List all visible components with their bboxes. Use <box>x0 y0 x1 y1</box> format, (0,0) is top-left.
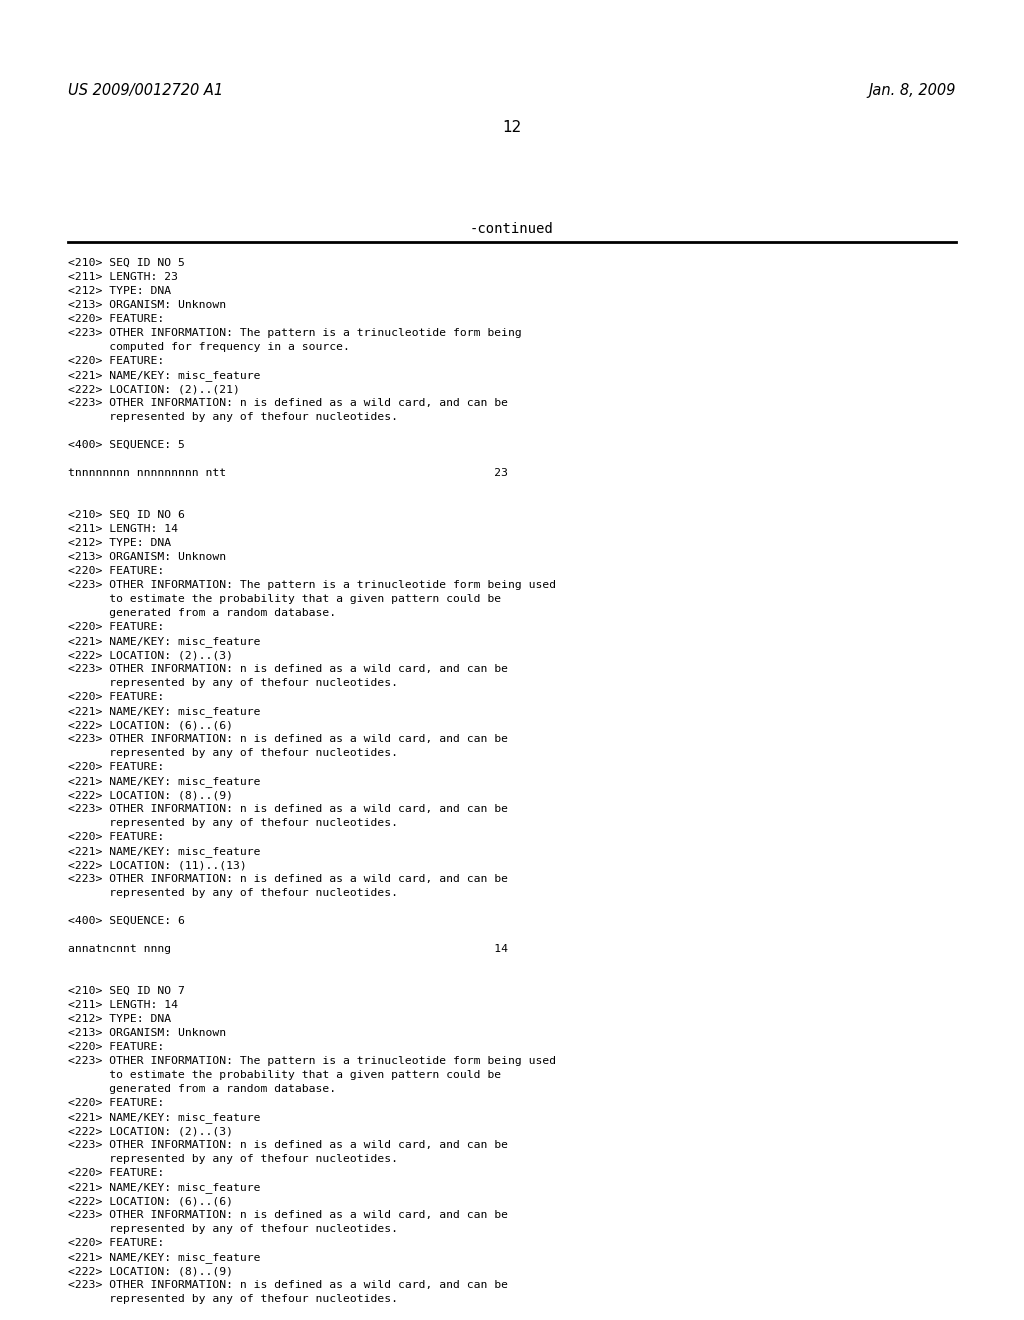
Text: -continued: -continued <box>470 222 554 236</box>
Text: <220> FEATURE:: <220> FEATURE: <box>68 832 164 842</box>
Text: <222> LOCATION: (2)..(3): <222> LOCATION: (2)..(3) <box>68 1126 233 1137</box>
Text: <223> OTHER INFORMATION: n is defined as a wild card, and can be: <223> OTHER INFORMATION: n is defined as… <box>68 1140 508 1150</box>
Text: <222> LOCATION: (2)..(3): <222> LOCATION: (2)..(3) <box>68 649 233 660</box>
Text: <212> TYPE: DNA: <212> TYPE: DNA <box>68 286 171 296</box>
Text: <220> FEATURE:: <220> FEATURE: <box>68 692 164 702</box>
Text: <220> FEATURE:: <220> FEATURE: <box>68 762 164 772</box>
Text: <400> SEQUENCE: 6: <400> SEQUENCE: 6 <box>68 916 185 927</box>
Text: represented by any of thefour nucleotides.: represented by any of thefour nucleotide… <box>68 888 398 898</box>
Text: <220> FEATURE:: <220> FEATURE: <box>68 566 164 576</box>
Text: generated from a random database.: generated from a random database. <box>68 609 336 618</box>
Text: <222> LOCATION: (6)..(6): <222> LOCATION: (6)..(6) <box>68 1196 233 1206</box>
Text: <212> TYPE: DNA: <212> TYPE: DNA <box>68 1014 171 1024</box>
Text: <222> LOCATION: (8)..(9): <222> LOCATION: (8)..(9) <box>68 1266 233 1276</box>
Text: <211> LENGTH: 23: <211> LENGTH: 23 <box>68 272 178 282</box>
Text: <220> FEATURE:: <220> FEATURE: <box>68 622 164 632</box>
Text: <221> NAME/KEY: misc_feature: <221> NAME/KEY: misc_feature <box>68 706 260 717</box>
Text: represented by any of thefour nucleotides.: represented by any of thefour nucleotide… <box>68 748 398 758</box>
Text: <221> NAME/KEY: misc_feature: <221> NAME/KEY: misc_feature <box>68 636 260 647</box>
Text: <221> NAME/KEY: misc_feature: <221> NAME/KEY: misc_feature <box>68 846 260 857</box>
Text: US 2009/0012720 A1: US 2009/0012720 A1 <box>68 83 223 98</box>
Text: computed for frequency in a source.: computed for frequency in a source. <box>68 342 350 352</box>
Text: <211> LENGTH: 14: <211> LENGTH: 14 <box>68 1001 178 1010</box>
Text: <220> FEATURE:: <220> FEATURE: <box>68 1098 164 1107</box>
Text: <210> SEQ ID NO 7: <210> SEQ ID NO 7 <box>68 986 185 997</box>
Text: <221> NAME/KEY: misc_feature: <221> NAME/KEY: misc_feature <box>68 776 260 787</box>
Text: <220> FEATURE:: <220> FEATURE: <box>68 1168 164 1177</box>
Text: <223> OTHER INFORMATION: n is defined as a wild card, and can be: <223> OTHER INFORMATION: n is defined as… <box>68 734 508 744</box>
Text: represented by any of thefour nucleotides.: represented by any of thefour nucleotide… <box>68 1154 398 1164</box>
Text: represented by any of thefour nucleotides.: represented by any of thefour nucleotide… <box>68 678 398 688</box>
Text: tnnnnnnnn nnnnnnnnn ntt                                       23: tnnnnnnnn nnnnnnnnn ntt 23 <box>68 469 508 478</box>
Text: represented by any of thefour nucleotides.: represented by any of thefour nucleotide… <box>68 1224 398 1234</box>
Text: <220> FEATURE:: <220> FEATURE: <box>68 356 164 366</box>
Text: represented by any of thefour nucleotides.: represented by any of thefour nucleotide… <box>68 818 398 828</box>
Text: Jan. 8, 2009: Jan. 8, 2009 <box>868 83 956 98</box>
Text: <210> SEQ ID NO 5: <210> SEQ ID NO 5 <box>68 257 185 268</box>
Text: <220> FEATURE:: <220> FEATURE: <box>68 1238 164 1247</box>
Text: represented by any of thefour nucleotides.: represented by any of thefour nucleotide… <box>68 1294 398 1304</box>
Text: <222> LOCATION: (8)..(9): <222> LOCATION: (8)..(9) <box>68 789 233 800</box>
Text: <220> FEATURE:: <220> FEATURE: <box>68 314 164 323</box>
Text: <223> OTHER INFORMATION: n is defined as a wild card, and can be: <223> OTHER INFORMATION: n is defined as… <box>68 804 508 814</box>
Text: to estimate the probability that a given pattern could be: to estimate the probability that a given… <box>68 1071 501 1080</box>
Text: <223> OTHER INFORMATION: n is defined as a wild card, and can be: <223> OTHER INFORMATION: n is defined as… <box>68 874 508 884</box>
Text: <213> ORGANISM: Unknown: <213> ORGANISM: Unknown <box>68 552 226 562</box>
Text: 12: 12 <box>503 120 521 135</box>
Text: annatncnnt nnng                                               14: annatncnnt nnng 14 <box>68 944 508 954</box>
Text: <220> FEATURE:: <220> FEATURE: <box>68 1041 164 1052</box>
Text: <223> OTHER INFORMATION: The pattern is a trinucleotide form being used: <223> OTHER INFORMATION: The pattern is … <box>68 1056 556 1067</box>
Text: <222> LOCATION: (11)..(13): <222> LOCATION: (11)..(13) <box>68 861 247 870</box>
Text: <210> SEQ ID NO 6: <210> SEQ ID NO 6 <box>68 510 185 520</box>
Text: <223> OTHER INFORMATION: The pattern is a trinucleotide form being: <223> OTHER INFORMATION: The pattern is … <box>68 327 522 338</box>
Text: <213> ORGANISM: Unknown: <213> ORGANISM: Unknown <box>68 1028 226 1038</box>
Text: <400> SEQUENCE: 5: <400> SEQUENCE: 5 <box>68 440 185 450</box>
Text: <213> ORGANISM: Unknown: <213> ORGANISM: Unknown <box>68 300 226 310</box>
Text: <221> NAME/KEY: misc_feature: <221> NAME/KEY: misc_feature <box>68 1111 260 1123</box>
Text: <222> LOCATION: (2)..(21): <222> LOCATION: (2)..(21) <box>68 384 240 393</box>
Text: <212> TYPE: DNA: <212> TYPE: DNA <box>68 539 171 548</box>
Text: <222> LOCATION: (6)..(6): <222> LOCATION: (6)..(6) <box>68 719 233 730</box>
Text: generated from a random database.: generated from a random database. <box>68 1084 336 1094</box>
Text: <221> NAME/KEY: misc_feature: <221> NAME/KEY: misc_feature <box>68 370 260 381</box>
Text: <223> OTHER INFORMATION: n is defined as a wild card, and can be: <223> OTHER INFORMATION: n is defined as… <box>68 1280 508 1290</box>
Text: to estimate the probability that a given pattern could be: to estimate the probability that a given… <box>68 594 501 605</box>
Text: <223> OTHER INFORMATION: n is defined as a wild card, and can be: <223> OTHER INFORMATION: n is defined as… <box>68 399 508 408</box>
Text: <223> OTHER INFORMATION: n is defined as a wild card, and can be: <223> OTHER INFORMATION: n is defined as… <box>68 664 508 675</box>
Text: <221> NAME/KEY: misc_feature: <221> NAME/KEY: misc_feature <box>68 1251 260 1263</box>
Text: represented by any of thefour nucleotides.: represented by any of thefour nucleotide… <box>68 412 398 422</box>
Text: <223> OTHER INFORMATION: n is defined as a wild card, and can be: <223> OTHER INFORMATION: n is defined as… <box>68 1210 508 1220</box>
Text: <211> LENGTH: 14: <211> LENGTH: 14 <box>68 524 178 535</box>
Text: <223> OTHER INFORMATION: The pattern is a trinucleotide form being used: <223> OTHER INFORMATION: The pattern is … <box>68 579 556 590</box>
Text: <221> NAME/KEY: misc_feature: <221> NAME/KEY: misc_feature <box>68 1181 260 1193</box>
